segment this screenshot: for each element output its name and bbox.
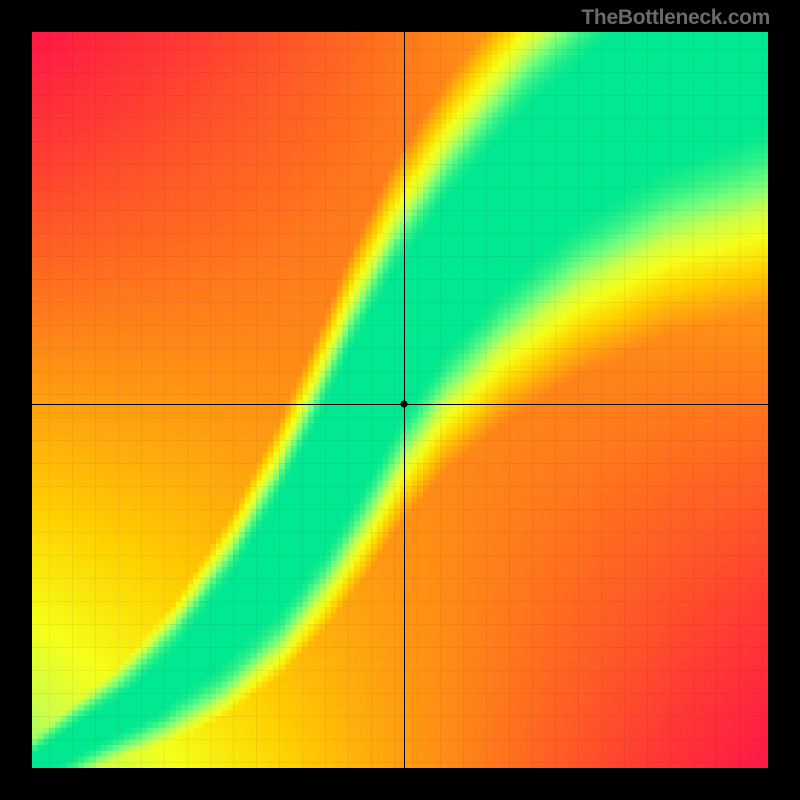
plot-area bbox=[32, 32, 768, 768]
data-point-marker bbox=[400, 400, 407, 407]
chart-container: TheBottleneck.com bbox=[0, 0, 800, 800]
watermark-text: TheBottleneck.com bbox=[581, 6, 770, 30]
heatmap-canvas bbox=[32, 32, 768, 768]
